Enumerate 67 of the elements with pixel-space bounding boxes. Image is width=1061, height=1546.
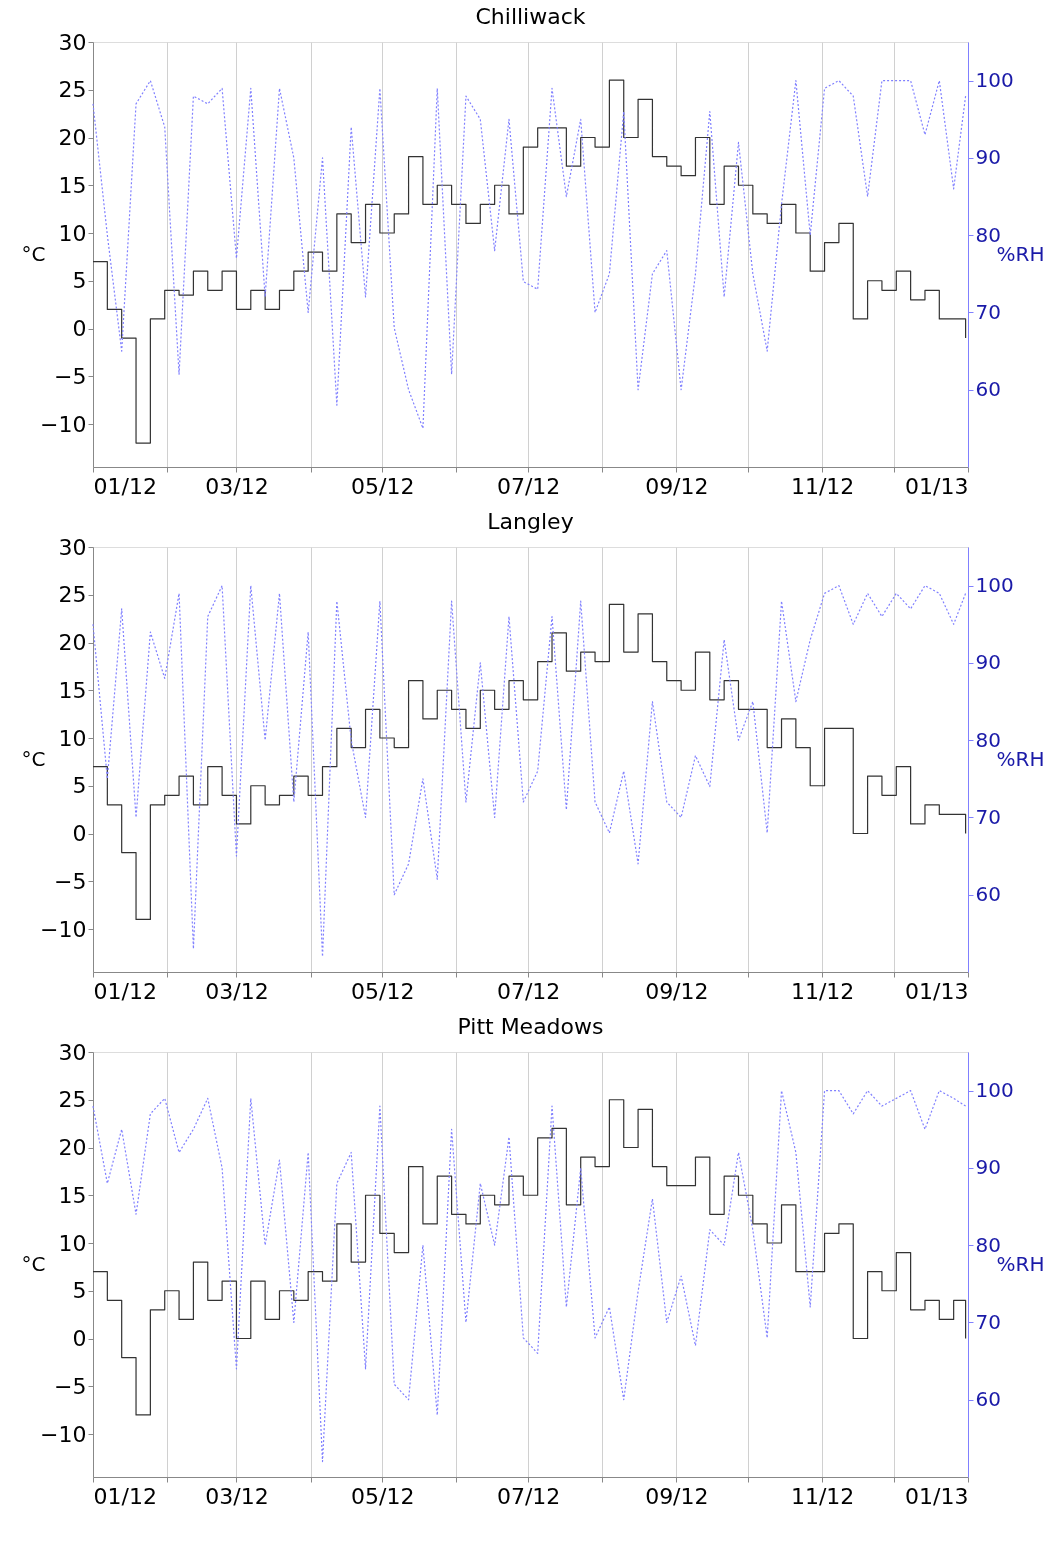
y-tick-label: 20 <box>58 1135 87 1161</box>
x-tick-label: 07/12 <box>496 1483 561 1509</box>
y-tick-label: 30 <box>58 1039 87 1065</box>
x-tick-label: 11/12 <box>790 473 855 499</box>
chart-title: Chilliwack <box>475 4 586 29</box>
y-tick-label: −5 <box>54 868 87 894</box>
x-tick-label: 09/12 <box>645 1483 709 1509</box>
y2-tick-label: 90 <box>975 1155 1001 1180</box>
y-tick-label: 5 <box>72 268 87 294</box>
y-tick-label: 10 <box>58 1230 87 1256</box>
x-tick-label: 05/12 <box>351 978 415 1004</box>
y-tick-label: 30 <box>58 29 87 55</box>
y-tick-label: −10 <box>40 411 87 437</box>
x-tick-label: 01/12 <box>93 978 157 1004</box>
y2-tick-label: 60 <box>975 1387 1001 1412</box>
x-tick-label: 07/12 <box>496 978 561 1004</box>
y2-tick-label: 90 <box>975 650 1001 675</box>
y-tick-label: 15 <box>58 1182 87 1208</box>
y-tick-label: 0 <box>72 316 87 342</box>
y-axis-title: °C <box>21 242 46 266</box>
y-tick-label: 15 <box>58 172 87 198</box>
line-series <box>92 1090 967 1463</box>
y-tick-label: 20 <box>58 125 87 151</box>
y-tick-label: 0 <box>72 1326 87 1352</box>
x-tick-label: 05/12 <box>351 473 415 499</box>
x-tick-label: 05/12 <box>351 1483 415 1509</box>
y-tick-label: 5 <box>72 773 87 799</box>
y-tick-label: 25 <box>58 1087 87 1113</box>
y-tick-label: 10 <box>58 725 87 751</box>
x-tick-label: 11/12 <box>790 978 855 1004</box>
y-tick-label: 25 <box>58 582 87 608</box>
y-tick-label: −5 <box>54 363 87 389</box>
y-tick-label: 25 <box>58 77 87 103</box>
x-tick-label: 07/12 <box>496 473 561 499</box>
x-tick-label: 01/13 <box>905 473 969 499</box>
y2-tick-label: 70 <box>975 299 1001 324</box>
y-axis-title: °C <box>21 1252 46 1276</box>
y2-tick-label: 70 <box>975 1309 1001 1334</box>
y-tick-label: −10 <box>40 1421 87 1447</box>
x-tick-label: 01/12 <box>93 473 157 499</box>
y-axis-title: °C <box>21 747 46 771</box>
chart-title: Langley <box>487 509 574 534</box>
y-tick-label: 15 <box>58 677 87 703</box>
x-tick-label: 01/12 <box>93 1483 157 1509</box>
y2-tick-label: 100 <box>975 1078 1014 1103</box>
y2-tick-label: 70 <box>975 804 1001 829</box>
y2-tick-label: 60 <box>975 882 1001 907</box>
y-tick-label: 30 <box>58 534 87 560</box>
y-tick-label: 10 <box>58 220 87 246</box>
x-tick-label: 03/12 <box>205 473 269 499</box>
y-tick-label: −5 <box>54 1373 87 1399</box>
x-tick-label: 09/12 <box>645 473 709 499</box>
y-tick-label: 20 <box>58 630 87 656</box>
chart-title: Pitt Meadows <box>457 1014 604 1039</box>
y-tick-label: 5 <box>72 1278 87 1304</box>
y2-tick-label: 100 <box>975 573 1014 598</box>
y-tick-label: 0 <box>72 821 87 847</box>
y2-tick-label: 60 <box>975 377 1001 402</box>
y-tick-label: −10 <box>40 916 87 942</box>
y2-tick-label: 90 <box>975 145 1001 170</box>
x-tick-label: 01/13 <box>905 978 969 1004</box>
x-tick-label: 03/12 <box>205 978 269 1004</box>
x-tick-label: 11/12 <box>790 1483 855 1509</box>
x-tick-label: 01/13 <box>905 1483 969 1509</box>
x-tick-label: 03/12 <box>205 1483 269 1509</box>
x-tick-label: 09/12 <box>645 978 709 1004</box>
y2-tick-label: 100 <box>975 68 1014 93</box>
